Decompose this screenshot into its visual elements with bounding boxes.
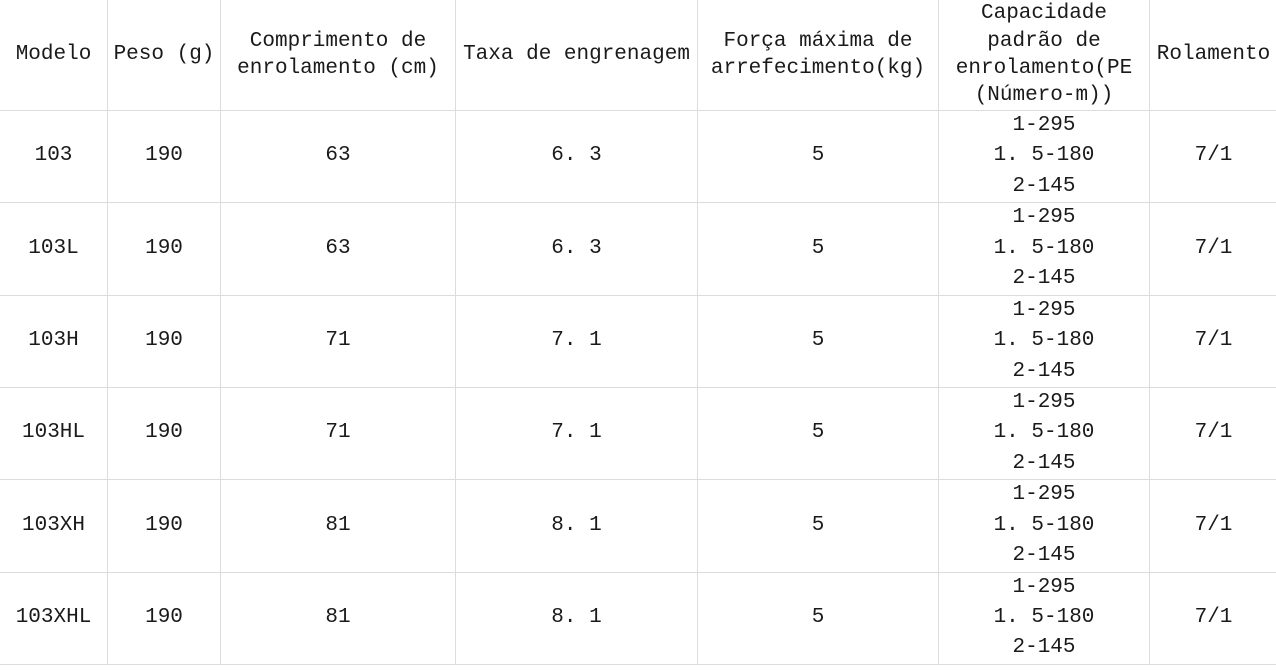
cell-forca: 5	[697, 294, 939, 388]
cell-taxa: 6. 3	[455, 109, 698, 204]
column-header-peso: Peso (g)	[107, 0, 221, 111]
cell-rolamento: 7/1	[1149, 571, 1276, 665]
cell-forca: 5	[697, 386, 939, 481]
cell-forca: 5	[697, 109, 939, 204]
cell-capacidade: 1-295 1. 5-180 2-145	[938, 479, 1150, 573]
cell-rolamento: 7/1	[1149, 294, 1276, 388]
cell-comprimento: 63	[220, 109, 456, 204]
column-header-taxa: Taxa de engrenagem	[455, 0, 698, 111]
cell-comprimento: 71	[220, 294, 456, 388]
cell-peso: 190	[107, 479, 221, 573]
cell-taxa: 7. 1	[455, 294, 698, 388]
table-row: 103L 190 63 6. 3 5 1-295 1. 5-180 2-145 7/1	[0, 202, 1276, 296]
table-row: 103 190 63 6. 3 5 1-295 1. 5-180 2-145 7/1	[0, 109, 1276, 204]
cell-capacidade: 1-295 1. 5-180 2-145	[938, 202, 1150, 296]
cell-rolamento: 7/1	[1149, 202, 1276, 296]
cell-comprimento: 81	[220, 571, 456, 665]
table-row: 103XH 190 81 8. 1 5 1-295 1. 5-180 2-145 7/1	[0, 479, 1276, 573]
header-row: Modelo Peso (g) Comprimento de enrolamento…	[0, 0, 1276, 111]
cell-rolamento: 7/1	[1149, 479, 1276, 573]
cell-taxa: 8. 1	[455, 479, 698, 573]
cell-comprimento: 63	[220, 202, 456, 296]
cell-peso: 190	[107, 571, 221, 665]
cell-modelo: 103XH	[0, 479, 108, 573]
cell-forca: 5	[697, 202, 939, 296]
cell-capacidade: 1-295 1. 5-180 2-145	[938, 571, 1150, 665]
column-header-modelo: Modelo	[0, 0, 108, 111]
column-header-capacidade: Capacidade padrão de enrolamento(PE (Núm…	[938, 0, 1150, 111]
column-header-rolamento: Rolamento	[1149, 0, 1276, 111]
table-body: 103 190 63 6. 3 5 1-295 1. 5-180 2-145 7/1 103L…	[0, 109, 1276, 665]
cell-peso: 190	[107, 109, 221, 204]
cell-peso: 190	[107, 386, 221, 481]
cell-taxa: 8. 1	[455, 571, 698, 665]
cell-comprimento: 71	[220, 386, 456, 481]
cell-rolamento: 7/1	[1149, 109, 1276, 204]
cell-forca: 5	[697, 479, 939, 573]
cell-peso: 190	[107, 294, 221, 388]
cell-comprimento: 81	[220, 479, 456, 573]
cell-modelo: 103	[0, 109, 108, 204]
cell-rolamento: 7/1	[1149, 386, 1276, 481]
cell-peso: 190	[107, 202, 221, 296]
cell-modelo: 103XHL	[0, 571, 108, 665]
cell-modelo: 103L	[0, 202, 108, 296]
table-row: 103HL 190 71 7. 1 5 1-295 1. 5-180 2-145 7/1	[0, 386, 1276, 481]
table-row: 103H 190 71 7. 1 5 1-295 1. 5-180 2-145 7/1	[0, 294, 1276, 388]
cell-taxa: 6. 3	[455, 202, 698, 296]
column-header-comprimento: Comprimento de enrolamento (cm)	[220, 0, 456, 111]
cell-capacidade: 1-295 1. 5-180 2-145	[938, 294, 1150, 388]
column-header-forca: Força máxima de arrefecimento(kg)	[697, 0, 939, 111]
cell-taxa: 7. 1	[455, 386, 698, 481]
cell-forca: 5	[697, 571, 939, 665]
cell-modelo: 103H	[0, 294, 108, 388]
cell-capacidade: 1-295 1. 5-180 2-145	[938, 109, 1150, 204]
table-row: 103XHL 190 81 8. 1 5 1-295 1. 5-180 2-145 7/1	[0, 571, 1276, 665]
cell-capacidade: 1-295 1. 5-180 2-145	[938, 386, 1150, 481]
cell-modelo: 103HL	[0, 386, 108, 481]
table-header: Modelo Peso (g) Comprimento de enrolamento…	[0, 0, 1276, 111]
